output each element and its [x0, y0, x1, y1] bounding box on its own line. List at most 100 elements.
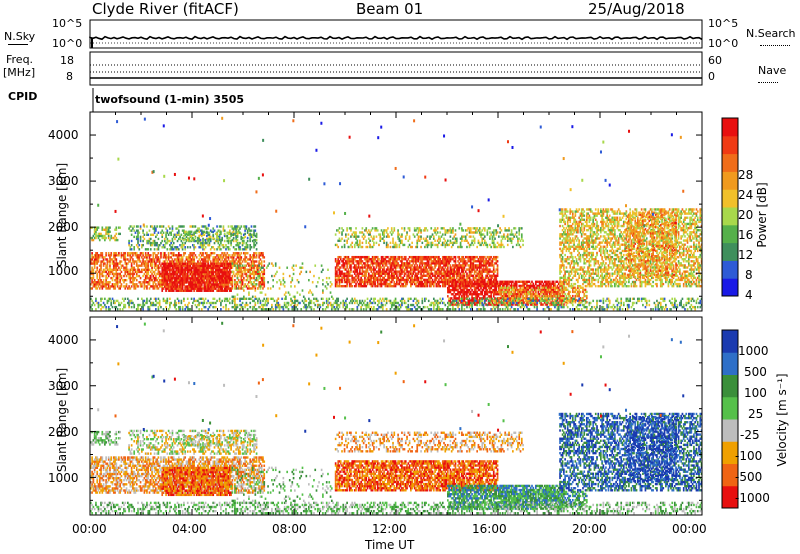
power-cell: [91, 258, 93, 261]
power-cell: [194, 281, 197, 284]
power-cell: [118, 272, 120, 276]
power-cell: [496, 245, 499, 249]
power-cell: [223, 276, 226, 280]
power-cell: [211, 283, 213, 286]
power-cell: [220, 275, 222, 278]
power-cell: [185, 256, 188, 259]
power-cell: [397, 262, 399, 265]
power-cell: [135, 252, 138, 255]
power-cell: [413, 227, 416, 230]
power-cell: [194, 279, 197, 282]
power-cell: [334, 284, 337, 288]
power-cell: [139, 235, 142, 239]
power-cell: [375, 255, 378, 259]
power-cell: [134, 287, 137, 290]
power-cell: [371, 227, 374, 230]
power-cell: [208, 277, 211, 280]
power-cell: [342, 276, 345, 280]
power-cell: [223, 260, 226, 263]
power-cell: [379, 284, 382, 288]
power-cell: [259, 274, 262, 278]
power-cell: [453, 276, 456, 280]
power-cell: [337, 245, 340, 249]
power-cell: [235, 239, 238, 243]
power-cell: [441, 243, 444, 247]
power-cell: [202, 270, 204, 274]
power-cell: [120, 256, 123, 259]
power-cell: [184, 260, 187, 263]
power-cell: [222, 227, 225, 230]
power-cell: [228, 248, 231, 251]
power-cell: [193, 232, 195, 236]
power-cell: [518, 237, 521, 240]
power-cell: [96, 283, 99, 286]
power-cell: [206, 276, 208, 280]
power-cell: [166, 285, 169, 288]
power-cell: [453, 284, 456, 288]
power-cell: [489, 231, 491, 234]
power-cell: [454, 295, 457, 298]
power-cell: [225, 277, 227, 280]
power-cell: [353, 258, 356, 261]
power-cell: [346, 264, 348, 267]
power-cell: [353, 280, 356, 284]
power-cell: [348, 270, 351, 273]
power-cell: [177, 287, 180, 290]
power-cell: [105, 254, 107, 257]
power-cell: [90, 272, 92, 276]
power-cell: [147, 264, 150, 267]
power-cell: [98, 232, 101, 236]
power-cell: [239, 241, 241, 245]
power-cell: [227, 277, 230, 280]
power-cell: [109, 270, 111, 274]
power-cell: [212, 230, 215, 233]
power-cell: [258, 270, 260, 274]
power-cell: [254, 287, 257, 290]
power-cell: [373, 243, 375, 247]
power-cell: [236, 260, 239, 263]
power-cell: [199, 277, 202, 280]
power-cell: [385, 229, 388, 232]
power-cell: [231, 233, 234, 236]
power-cell: [364, 258, 366, 261]
power-cell: [343, 274, 346, 277]
power-cell: [183, 238, 185, 242]
power-cell: [125, 270, 128, 274]
power-cell: [156, 225, 158, 228]
power-cell: [202, 254, 204, 257]
power-cell: [139, 252, 142, 255]
power-cell: [186, 270, 189, 274]
power-cell: [156, 272, 158, 276]
power-cell: [217, 229, 220, 232]
power-cell: [180, 279, 183, 282]
power-cell: [362, 262, 365, 265]
power-cell: [369, 233, 371, 236]
power-cell: [203, 289, 206, 292]
power-cell: [197, 274, 199, 278]
power-cell: [184, 268, 187, 272]
power-cell: [120, 276, 123, 280]
power-cell: [152, 283, 155, 286]
power-cell: [110, 268, 113, 271]
power-cell: [218, 264, 221, 268]
power-cell: [199, 272, 202, 276]
power-cell: [212, 246, 215, 249]
power-cell: [260, 252, 263, 255]
power-cell: [430, 258, 433, 261]
power-cell: [244, 258, 246, 261]
power-cell: [492, 231, 495, 234]
power-cell: [170, 279, 172, 282]
power-cell: [374, 280, 376, 284]
power-cell: [198, 266, 201, 270]
power-cell: [197, 281, 199, 284]
power-cell: [208, 272, 211, 276]
power-cell: [190, 262, 193, 266]
power-cell: [350, 266, 352, 269]
power-cell: [171, 225, 174, 228]
power-cell: [351, 274, 354, 277]
power-cell: [198, 234, 201, 238]
power-cell: [253, 241, 255, 245]
power-cell: [180, 277, 183, 280]
power-cell: [106, 262, 109, 265]
power-cell: [169, 227, 171, 230]
